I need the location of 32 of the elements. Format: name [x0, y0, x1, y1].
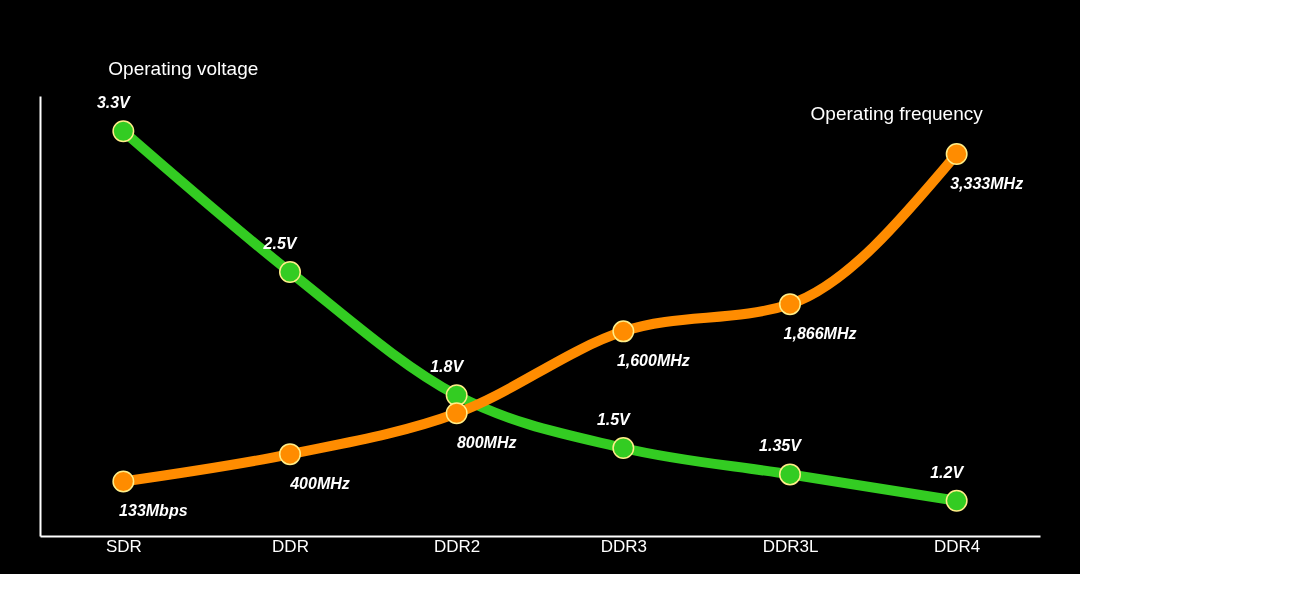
data-label: 800MHz: [456, 434, 517, 452]
point: [445, 402, 468, 425]
point: [945, 489, 968, 512]
data-label: 1.5V: [596, 411, 632, 428]
point: [112, 120, 135, 143]
data-label: 3.3V: [96, 94, 132, 112]
data-label: 400MHz: [289, 475, 350, 493]
data-label: 3,333MHz: [950, 175, 1024, 193]
x-tick-label: SDR: [105, 536, 142, 556]
data-label: 1.8V: [430, 358, 465, 376]
point: [445, 384, 468, 407]
point: [612, 320, 635, 343]
x-tick-label: DDR4: [934, 536, 981, 556]
point: [112, 470, 135, 493]
point: [779, 293, 801, 316]
data-label: 133Mbps: [119, 502, 188, 520]
data-label: 1,600MHz: [616, 352, 690, 370]
point: [945, 143, 968, 165]
data-label: 1.35V: [759, 437, 803, 455]
point: [279, 261, 301, 283]
x-tick-label: DDR3: [600, 536, 647, 556]
point: [779, 463, 801, 486]
point: [279, 443, 301, 466]
x-tick-label: DDR3L: [762, 536, 819, 556]
x-tick-label: DDR2: [434, 536, 481, 556]
x-tick-label: DDR: [272, 536, 309, 556]
data-label: 1,866MHz: [783, 325, 857, 343]
point: [612, 437, 635, 459]
data-label: 1.2V: [930, 463, 965, 481]
text: Operating voltage: [108, 58, 259, 80]
data-label: 2.5V: [262, 235, 298, 252]
series-label: Operating frequency: [810, 103, 984, 125]
